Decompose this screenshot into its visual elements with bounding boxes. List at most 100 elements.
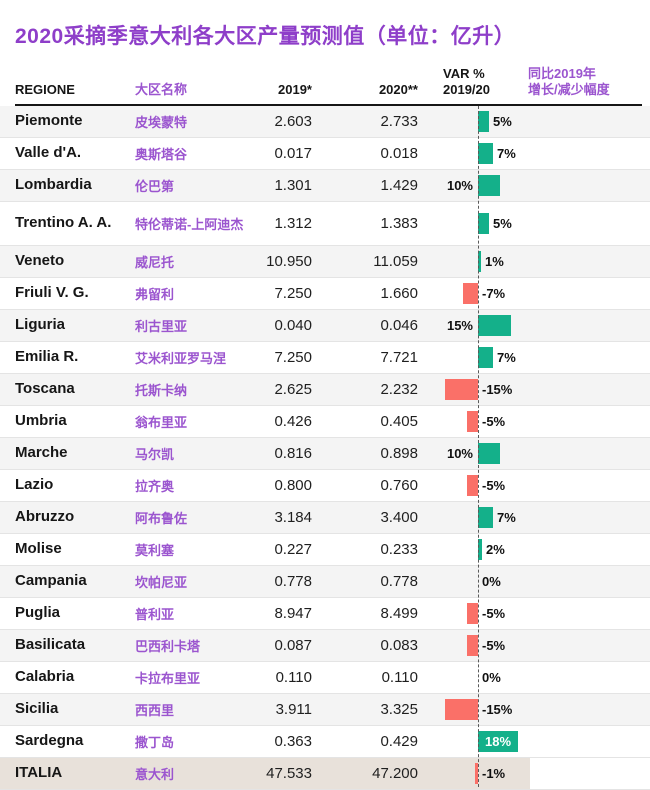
region-cn-name: 莫利塞 [135, 542, 175, 558]
value-2020: 0.778 [380, 572, 418, 590]
column-header-yoy-line1: 同比2019年 [528, 66, 596, 81]
region-cn-name: 普利亚 [135, 606, 175, 622]
region-name: Veneto [15, 251, 65, 269]
var-right-zone: -5% [478, 598, 650, 629]
var-left-zone [418, 138, 478, 169]
var-left-zone [418, 278, 478, 309]
value-2019: 0.363 [274, 732, 312, 750]
var-right-zone: -5% [478, 470, 650, 501]
var-bar [478, 506, 493, 528]
var-right-zone: -1% [478, 758, 650, 789]
var-right-zone: 7% [478, 502, 650, 533]
column-header-yoy: 同比2019年 增长/减少幅度 [478, 66, 642, 99]
value-2019: 7.250 [274, 284, 312, 302]
region-cn-name: 撒丁岛 [135, 734, 175, 750]
var-left-zone [418, 374, 478, 405]
region-cn-name: 托斯卡纳 [135, 382, 188, 398]
region-name: Piemonte [15, 111, 83, 129]
page-title: 2020采摘季意大利各大区产量预测值（单位：亿升） [15, 25, 516, 48]
value-2020: 0.429 [380, 732, 418, 750]
region-name: Umbria [15, 411, 67, 429]
value-2020: 0.405 [380, 412, 418, 430]
region-name: Marche [15, 443, 68, 461]
var-label: 7% [497, 145, 516, 161]
var-left-zone: 10% [418, 170, 478, 201]
var-left-zone [418, 202, 478, 245]
value-2020: 1.383 [380, 214, 418, 232]
var-label: -5% [482, 637, 506, 653]
var-label: -15% [482, 381, 513, 397]
var-right-zone [478, 438, 650, 469]
var-label: -7% [482, 285, 506, 301]
var-bar [467, 602, 478, 624]
var-right-zone: -5% [478, 630, 650, 661]
region-name: Molise [15, 539, 62, 557]
var-bar [445, 698, 478, 720]
var-right-zone: 7% [478, 342, 650, 373]
value-2020: 2.733 [380, 112, 418, 130]
table-row: Sardegna 撒丁岛 0.363 0.429 18% [0, 726, 650, 758]
table-row: Liguria 利古里亚 0.040 0.046 15% [0, 309, 650, 342]
var-right-zone: -15% [478, 694, 650, 725]
var-bar [478, 110, 489, 132]
region-cn-name: 西西里 [135, 702, 175, 718]
var-bar [478, 442, 500, 464]
table-row: Marche 马尔凯 0.816 0.898 10% [0, 437, 650, 470]
var-left-zone [418, 726, 478, 757]
table-body: Piemonte 皮埃蒙特 2.603 2.733 5% Valle d'A. … [0, 105, 650, 790]
value-2020: 0.760 [380, 476, 418, 494]
value-2019: 47.533 [266, 764, 312, 782]
region-cn-name: 卡拉布里亚 [135, 670, 201, 686]
value-2019: 0.816 [274, 444, 312, 462]
value-2020: 11.059 [373, 252, 418, 270]
region-name: Friuli V. G. [15, 283, 89, 301]
table-row: Campania 坎帕尼亚 0.778 0.778 0% [0, 565, 650, 598]
value-2020: 7.721 [380, 348, 418, 366]
region-cn-name: 利古里亚 [135, 318, 188, 334]
column-header-cn-name: 大区名称 [135, 82, 188, 98]
var-left-zone [418, 694, 478, 725]
var-left-zone [418, 406, 478, 437]
value-2020: 0.083 [380, 636, 418, 654]
var-bar: 18% [478, 730, 518, 752]
region-name: Sardegna [15, 731, 84, 749]
region-cn-name: 意大利 [135, 766, 175, 782]
value-2019: 1.312 [274, 214, 312, 232]
var-left-zone [418, 598, 478, 629]
region-name: Lazio [15, 475, 54, 493]
column-header-regione: REGIONE [15, 82, 75, 98]
region-name: ITALIA [15, 763, 63, 781]
var-left-zone [418, 502, 478, 533]
value-2019: 8.947 [274, 604, 312, 622]
region-name: Lombardia [15, 175, 92, 193]
table-row: Veneto 威尼托 10.950 11.059 1% [0, 245, 650, 278]
table-row: Friuli V. G. 弗留利 7.250 1.660 -7% [0, 278, 650, 310]
var-bar [467, 410, 478, 432]
region-name: Trentino A. A. [15, 213, 112, 231]
table-row: Basilicata 巴西利卡塔 0.087 0.083 -5% [0, 629, 650, 662]
var-right-zone: -5% [478, 406, 650, 437]
value-2020: 3.325 [380, 700, 418, 718]
region-cn-name: 威尼托 [135, 254, 175, 270]
region-cn-name: 特伦蒂诺-上阿迪杰 [135, 216, 244, 232]
var-left-zone [418, 246, 478, 277]
var-right-zone [478, 310, 650, 341]
region-cn-name: 巴西利卡塔 [135, 638, 201, 654]
var-label: 10% [446, 445, 473, 461]
var-label: 7% [497, 349, 516, 365]
region-name: Calabria [15, 667, 75, 685]
table-row: Sicilia 西西里 3.911 3.325 -15% [0, 693, 650, 726]
value-2019: 2.625 [274, 380, 312, 398]
var-bar [478, 538, 482, 560]
var-left-zone [418, 662, 478, 693]
region-name: Abruzzo [15, 507, 75, 525]
table-row: Piemonte 皮埃蒙特 2.603 2.733 5% [0, 105, 650, 138]
region-cn-name: 伦巴第 [135, 178, 175, 194]
region-cn-name: 弗留利 [135, 286, 175, 302]
var-left-zone [418, 106, 478, 137]
region-name: Emilia R. [15, 347, 79, 365]
table-row: ITALIA 意大利 47.533 47.200 -1% [0, 757, 650, 790]
region-cn-name: 艾米利亚罗马涅 [135, 350, 227, 366]
value-2019: 3.184 [274, 508, 312, 526]
